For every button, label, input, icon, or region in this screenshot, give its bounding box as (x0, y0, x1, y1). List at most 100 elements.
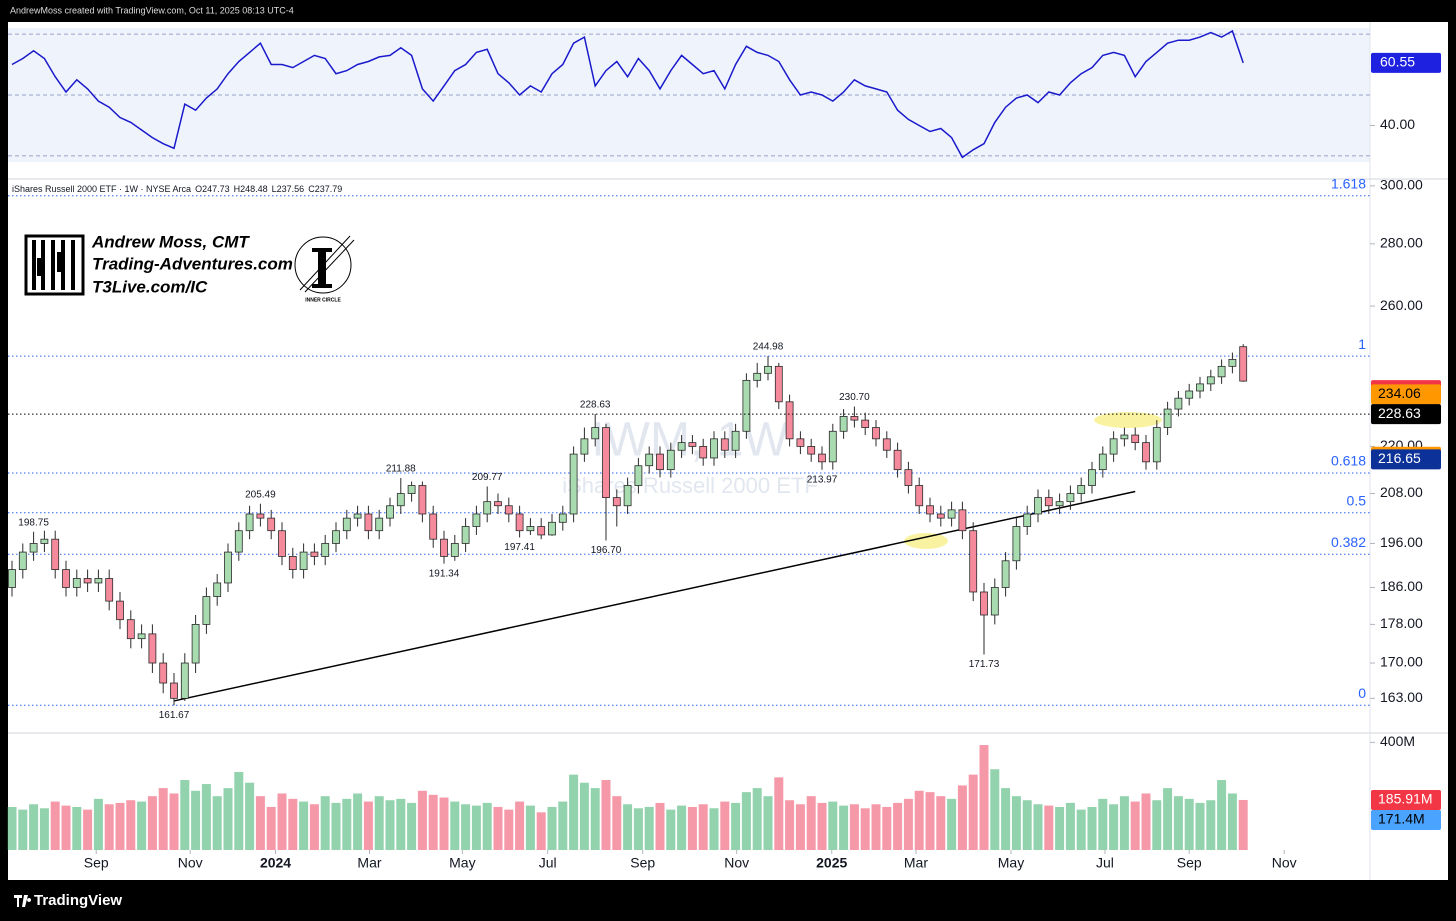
candle-body (278, 530, 286, 557)
candle-body (893, 449, 902, 471)
volume-bar (180, 780, 190, 850)
volume-bar (644, 806, 654, 850)
legend-value: 247.73 (202, 184, 230, 194)
candle-body (18, 551, 27, 570)
volume-bar (277, 793, 287, 850)
candle-body (602, 427, 610, 498)
volume-bar (1163, 788, 1173, 850)
y-tick-label: 40.00 (1380, 116, 1415, 132)
volume-bar (633, 808, 643, 850)
volume-bar (201, 784, 211, 850)
candle-body (321, 543, 330, 557)
candle-body (548, 521, 556, 536)
volume-bar (83, 809, 93, 850)
chart-area (8, 22, 1448, 880)
legend-prefix: H (234, 184, 241, 194)
candle-body (148, 633, 157, 664)
candle-body (688, 442, 697, 447)
candle-body (72, 578, 81, 588)
highlight (904, 533, 948, 549)
candle-body (51, 538, 60, 570)
candle-body (1023, 513, 1032, 527)
logo-letter (312, 248, 332, 252)
price-tag-label: 216.65 (1378, 450, 1421, 466)
y-tick-label: 170.00 (1380, 654, 1423, 670)
volume-bar (957, 785, 967, 850)
volume-bar (1173, 796, 1183, 850)
volume-bar (612, 796, 622, 850)
brand-name: Andrew Moss, CMT (91, 232, 250, 251)
volume-bar (839, 805, 849, 850)
candle-body (882, 438, 891, 451)
candle-body (569, 453, 578, 515)
volume-bar (547, 806, 557, 850)
volume-bar (72, 806, 82, 850)
volume-bar (1217, 780, 1227, 850)
candle-body (656, 453, 664, 471)
price-label: 196.70 (591, 545, 622, 556)
volume-bar (245, 782, 255, 850)
volume-bar (407, 802, 417, 850)
volume-bar (461, 804, 471, 850)
legend-prefix: L (272, 184, 277, 194)
candle-body (699, 446, 708, 459)
candle-body (839, 416, 848, 432)
y-tick-label: 163.00 (1380, 689, 1423, 705)
candle-body (731, 430, 740, 451)
logo-bar (51, 240, 55, 290)
candle-body (850, 416, 859, 421)
x-tick-label: 2024 (260, 855, 291, 871)
candle-body (666, 449, 675, 471)
candle-body (1055, 501, 1064, 507)
candle-body (861, 419, 870, 428)
volume-bar (849, 804, 859, 850)
volume-bar (947, 798, 957, 850)
volume-bar (785, 800, 795, 850)
candle-body (429, 513, 438, 540)
price-label: 230.70 (839, 392, 870, 403)
candle-body (591, 427, 600, 440)
candle-body (126, 619, 135, 640)
candle-body (796, 438, 805, 447)
candle-body (245, 513, 254, 532)
volume-bar (493, 806, 503, 850)
volume-bar (1109, 804, 1119, 850)
volume-bar (342, 798, 352, 850)
volume-bar (158, 788, 168, 850)
logo-stroke (304, 239, 355, 293)
volume-bar (525, 805, 535, 850)
candle-body (461, 526, 470, 544)
candle-body (774, 365, 783, 403)
candle-body (1196, 383, 1204, 392)
candle-body (753, 372, 762, 381)
candle-body (764, 365, 772, 374)
volume-bar (1098, 798, 1108, 850)
candle-body (1228, 359, 1237, 367)
candle-body (526, 526, 535, 532)
volume-bar (720, 801, 730, 850)
volume-bar (50, 801, 60, 850)
header-text: AndrewMoss created with TradingView.com,… (10, 5, 294, 15)
candle-body (818, 453, 826, 463)
volume-bar (752, 788, 762, 850)
x-tick-label: 2025 (816, 855, 847, 871)
candle-body (623, 485, 632, 507)
candle-body (1109, 438, 1118, 455)
candle-body (288, 556, 297, 570)
legend: iShares Russell 2000 ETF · 1W · NYSE Arc… (12, 184, 342, 194)
volume-bar (126, 800, 136, 850)
logo-bar (71, 240, 75, 290)
candle-body (828, 430, 837, 463)
volume-bar (1055, 806, 1065, 850)
volume-bar (677, 805, 687, 850)
volume-bar (428, 794, 438, 850)
candle-body (1098, 453, 1107, 471)
volume-ma-tag (1371, 809, 1441, 830)
candle-body (904, 469, 913, 486)
volume-bar (137, 801, 147, 850)
volume-bar (893, 802, 903, 850)
volume-bar (623, 804, 633, 850)
candle-body (353, 513, 362, 519)
volume-bar (860, 808, 870, 850)
